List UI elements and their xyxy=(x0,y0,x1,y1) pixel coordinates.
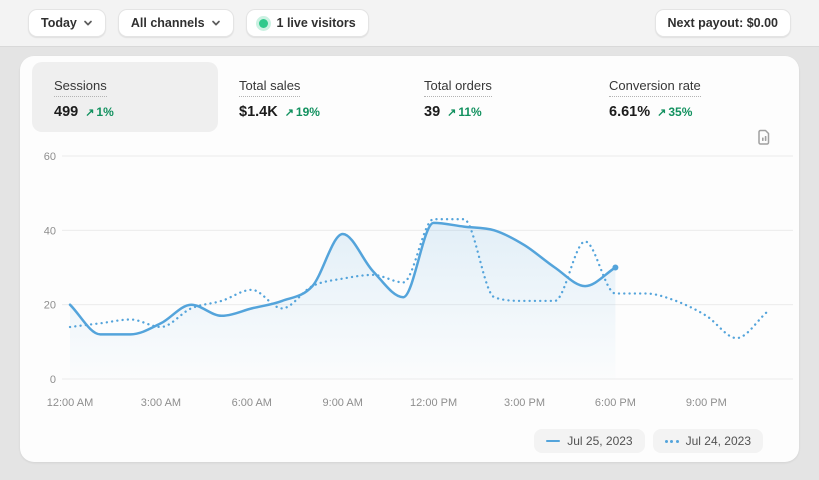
metric-value: 39 xyxy=(424,104,441,120)
live-visitors-label: 1 live visitors xyxy=(276,16,356,30)
report-document-icon[interactable] xyxy=(755,128,773,146)
sessions-chart-canvas: 0 20 40 60 12:00 AM 3:00 AM 6:00 AM 9:00 AM 12:0… xyxy=(44,151,793,409)
channels-label: All channels xyxy=(130,16,205,30)
trend-up-icon: ↗ xyxy=(85,107,95,119)
next-payout-button[interactable]: Next payout: $0.00 xyxy=(654,9,791,37)
series-line-solid xyxy=(68,221,617,336)
trend-up-icon: ↗ xyxy=(447,107,457,119)
metric-tab-conversion-rate[interactable]: Conversion rate 6.61% ↗ 35% xyxy=(588,62,773,132)
chevron-down-icon xyxy=(211,20,220,26)
metric-value: $1.4K xyxy=(239,104,278,120)
metric-tab-total-orders[interactable]: Total orders 39 ↗ 11% xyxy=(403,62,588,132)
live-visitors-badge[interactable]: 1 live visitors xyxy=(245,9,369,37)
top-bar: Today All channels 1 live visitors Next … xyxy=(0,0,819,47)
metric-delta-value: 11% xyxy=(458,105,482,119)
x-tick-label: 3:00 AM xyxy=(141,397,181,409)
date-range-button[interactable]: Today xyxy=(28,9,106,37)
y-tick-label: 40 xyxy=(44,225,56,237)
analytics-card: Sessions 499 ↗ 1% Total sales $1.4K ↗ 19… xyxy=(20,56,799,462)
legend-item-jul-25[interactable]: Jul 25, 2023 xyxy=(534,429,645,453)
current-point-marker xyxy=(612,264,619,271)
y-tick-label: 60 xyxy=(44,151,56,163)
x-tick-label: 9:00 PM xyxy=(686,397,727,409)
top-bar-filters: Today All channels 1 live visitors xyxy=(28,9,369,37)
x-tick-label: 3:00 PM xyxy=(504,397,545,409)
metric-delta-value: 19% xyxy=(295,105,320,119)
metric-label: Total orders xyxy=(424,78,492,97)
channels-button[interactable]: All channels xyxy=(117,9,234,37)
live-dot-icon xyxy=(258,18,268,28)
metric-delta: ↗ 11% xyxy=(447,105,482,119)
chart-legend: Jul 25, 2023 Jul 24, 2023 xyxy=(534,429,763,453)
x-tick-label: 9:00 AM xyxy=(323,397,363,409)
metric-delta-value: 35% xyxy=(668,105,693,119)
metric-value: 499 xyxy=(54,104,79,120)
x-tick-label: 6:00 AM xyxy=(232,397,272,409)
x-tick-label: 6:00 PM xyxy=(595,397,636,409)
metric-delta: ↗ 1% xyxy=(85,105,114,119)
trend-up-icon: ↗ xyxy=(284,107,294,119)
metric-value: 6.61% xyxy=(609,104,651,120)
metric-label: Sessions xyxy=(54,78,107,97)
trend-up-icon: ↗ xyxy=(657,107,667,119)
x-tick-label: 12:00 PM xyxy=(410,397,457,409)
legend-item-jul-24[interactable]: Jul 24, 2023 xyxy=(652,429,763,453)
date-range-label: Today xyxy=(41,16,77,30)
x-tick-label: 12:00 AM xyxy=(47,397,93,409)
metric-label: Conversion rate xyxy=(609,78,701,97)
y-tick-label: 0 xyxy=(50,374,56,386)
metric-tab-total-sales[interactable]: Total sales $1.4K ↗ 19% xyxy=(218,62,403,132)
series-area-fill xyxy=(70,222,616,379)
metrics-row: Sessions 499 ↗ 1% Total sales $1.4K ↗ 19… xyxy=(32,62,773,132)
metric-delta-value: 1% xyxy=(96,105,114,119)
next-payout-label: Next payout: $0.00 xyxy=(667,16,778,30)
chevron-down-icon xyxy=(84,20,92,26)
legend-label: Jul 24, 2023 xyxy=(685,434,751,448)
y-tick-label: 20 xyxy=(44,300,56,312)
metric-delta: ↗ 19% xyxy=(285,105,320,119)
dotted-line-icon xyxy=(664,439,679,443)
legend-label: Jul 25, 2023 xyxy=(567,434,633,448)
metric-tab-sessions[interactable]: Sessions 499 ↗ 1% xyxy=(32,62,218,132)
solid-line-icon xyxy=(546,439,561,443)
metric-label: Total sales xyxy=(239,78,301,97)
metric-delta: ↗ 35% xyxy=(657,105,692,119)
sessions-chart[interactable]: 0 20 40 60 12:00 AM 3:00 AM 6:00 AM 9:00 AM 12:0… xyxy=(20,56,799,462)
